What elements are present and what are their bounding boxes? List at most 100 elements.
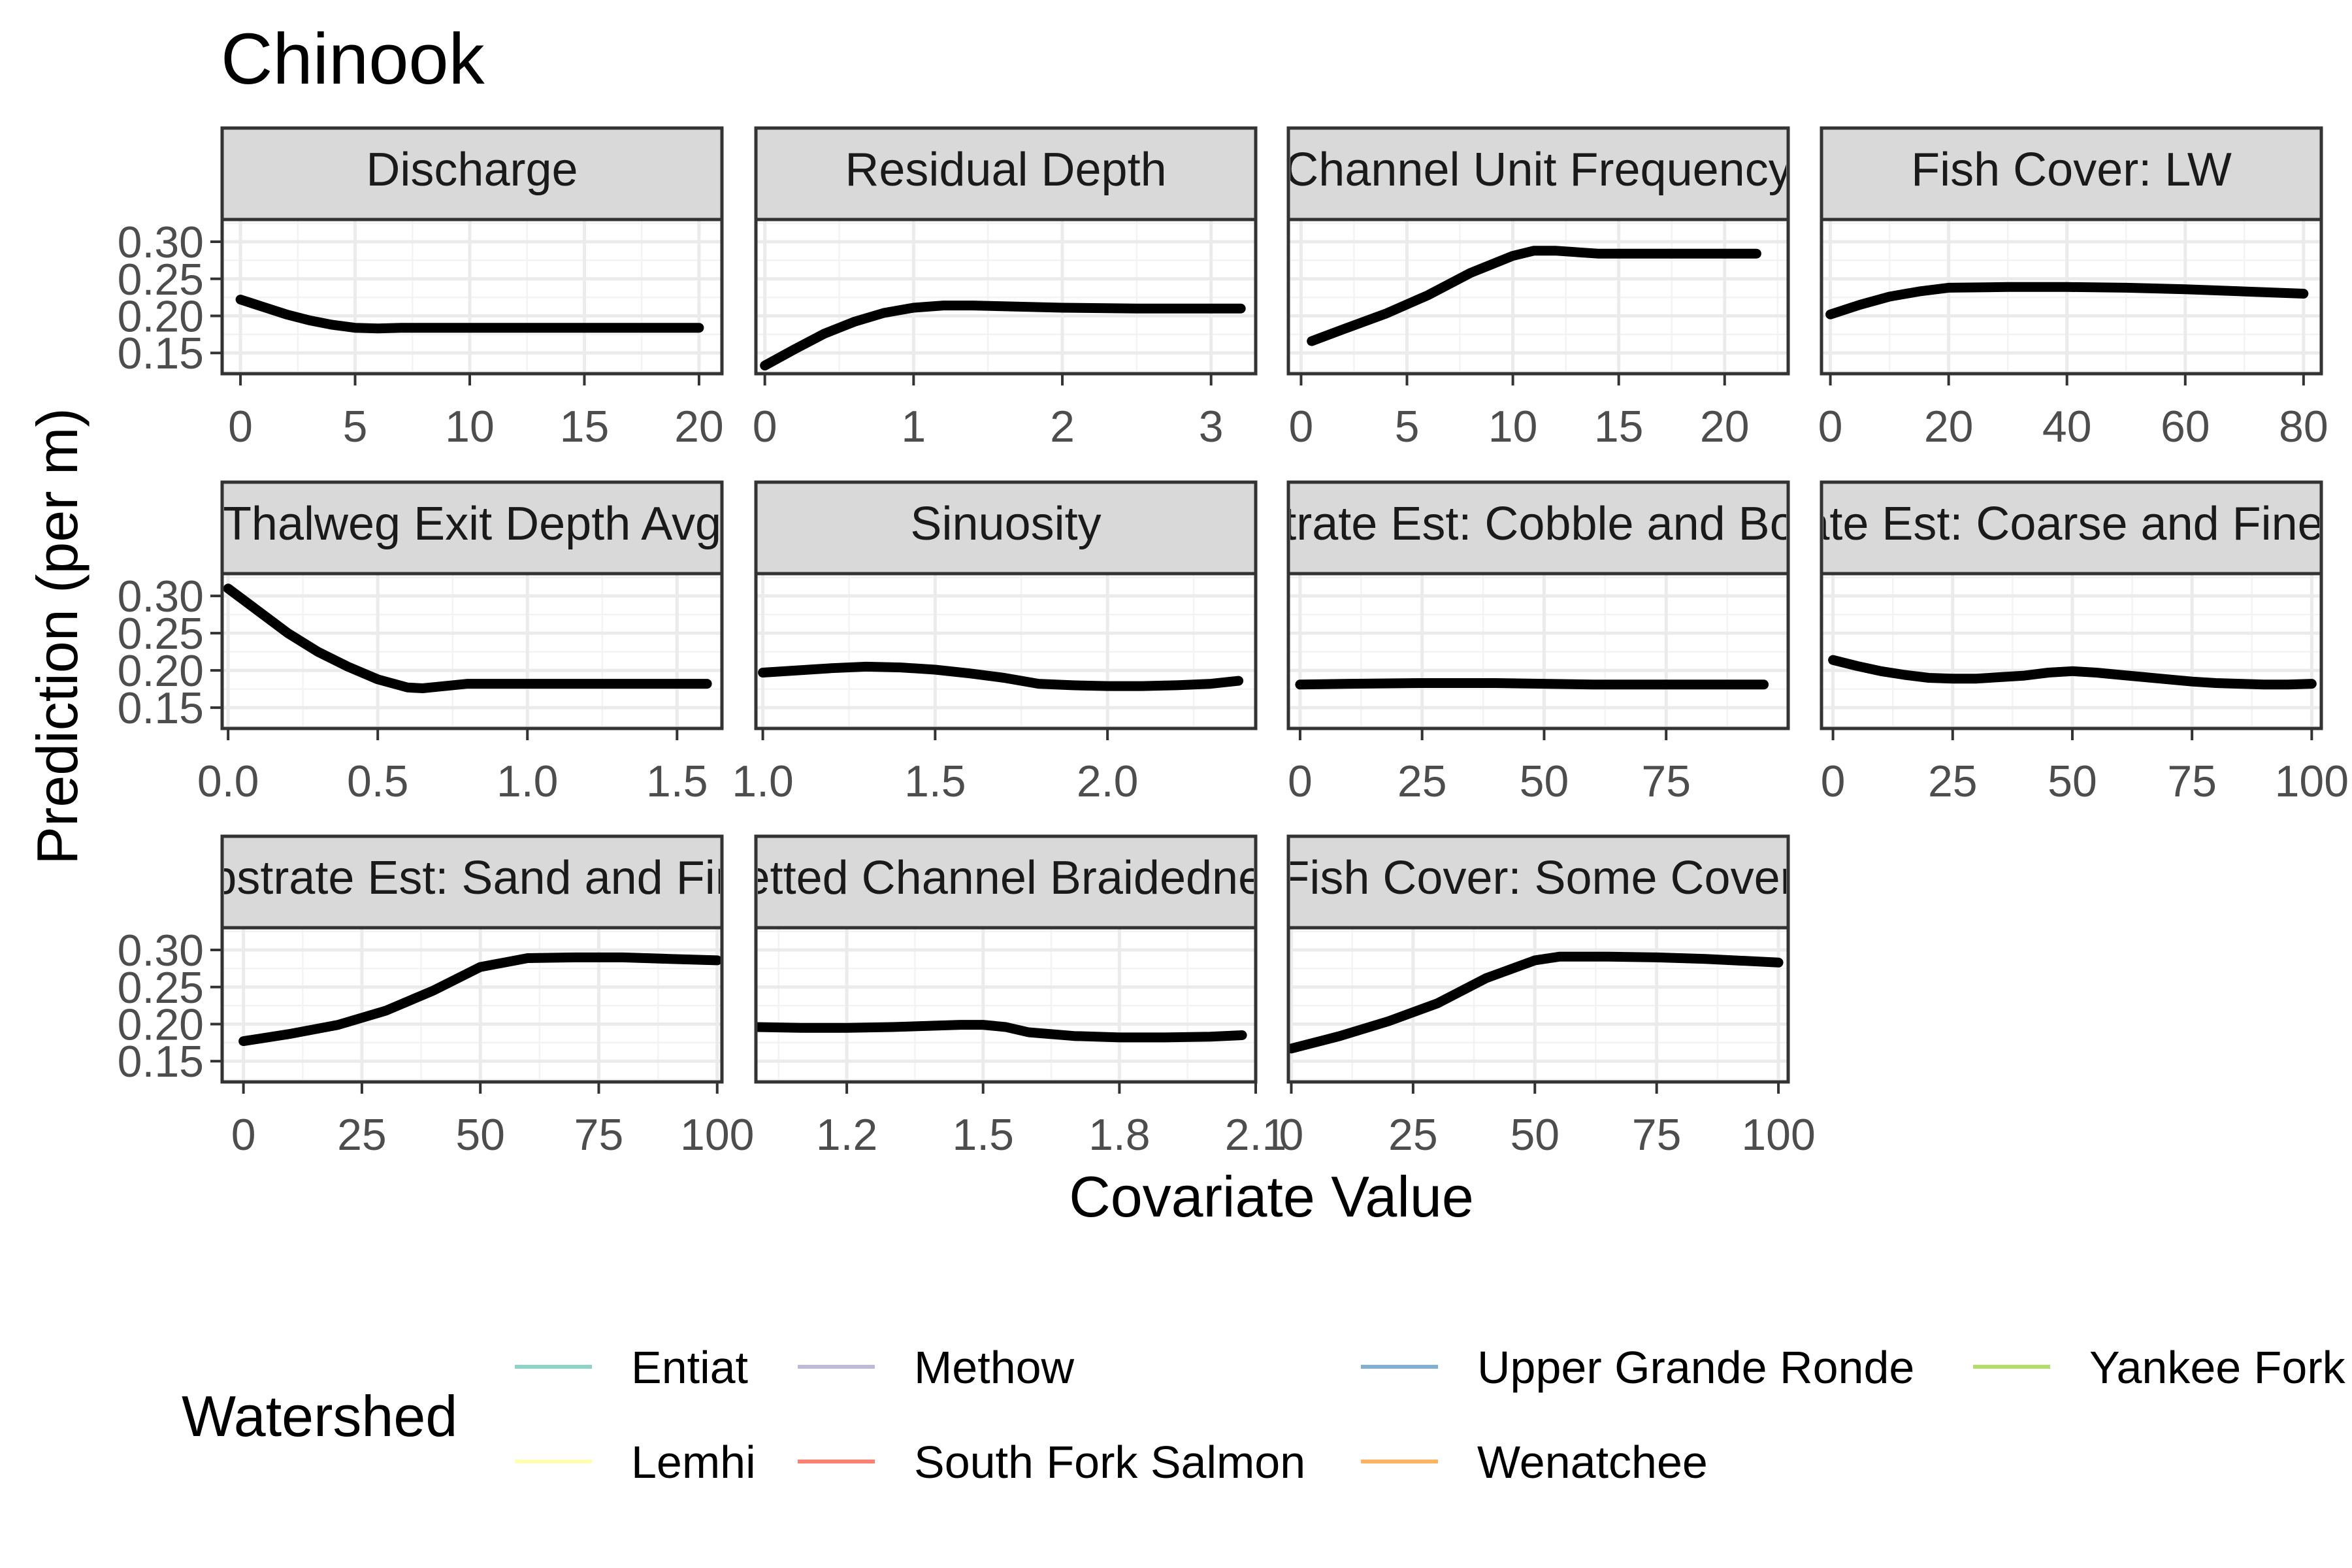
- x-tick-label: 1.5: [952, 1110, 1014, 1160]
- x-tick-label: 10: [1488, 402, 1538, 451]
- grid: [1288, 574, 1788, 728]
- grid: [222, 574, 722, 728]
- x-tick-label: 15: [1594, 402, 1644, 451]
- x-tick-label: 0: [1279, 1110, 1304, 1160]
- legend-item: South Fork Salmon: [798, 1437, 1305, 1488]
- facet-strip: [1286, 126, 1790, 221]
- facet-panel: Fish Cover: Some Cover 0 25 50 75 100: [1279, 834, 1816, 1160]
- x-tick-label: 100: [1741, 1110, 1815, 1160]
- facet-panel: Substrate Est: Sand and Fines 0 25 50 75 100 0…: [118, 834, 791, 1160]
- legend-item: Methow: [798, 1342, 1075, 1393]
- panel-border: [220, 218, 724, 376]
- x-tick-label: 25: [1397, 757, 1447, 806]
- x-tick-label: 25: [1928, 757, 1978, 806]
- x-tick-label: 75: [2167, 757, 2217, 806]
- legend-label: Yankee Fork: [2089, 1342, 2346, 1393]
- grid: [756, 574, 1256, 728]
- x-tick-label: 2.0: [1077, 757, 1139, 806]
- x-tick-label: 60: [2161, 402, 2210, 451]
- facet-label: Sinuosity: [910, 498, 1101, 550]
- x-tick-label: 0: [228, 402, 253, 451]
- facet-strip: [1286, 480, 1790, 576]
- grid: [1821, 574, 2321, 728]
- grid: [222, 928, 722, 1082]
- legend-item: Yankee Fork: [1973, 1342, 2346, 1393]
- x-tick-label: 0.5: [347, 757, 409, 806]
- facet-strip: [220, 126, 724, 221]
- chart-title: Chinook: [221, 19, 485, 99]
- legend-label: Lemhi: [631, 1437, 756, 1488]
- prediction-curve: [760, 301, 1246, 370]
- x-tick-label: 15: [560, 402, 610, 451]
- x-tick-label: 80: [2279, 402, 2328, 451]
- facet-panel: Residual Depth 0 1 2 3: [753, 126, 1258, 451]
- prediction-curve: [1825, 282, 2309, 319]
- facet-label: Wetted Channel Braidedness: [700, 852, 1311, 904]
- y-tick-label: 0.30: [118, 572, 204, 621]
- facet-strip: [754, 126, 1258, 221]
- y-tick-label: 0.30: [118, 926, 204, 975]
- legend-label: Methow: [914, 1342, 1075, 1393]
- facet-panel: Channel Unit Frequency 0 5 10 15 20: [1284, 126, 1791, 451]
- prediction-curve: [1828, 655, 2317, 690]
- facet-label: Channel Unit Frequency: [1284, 144, 1791, 196]
- y-axis-title: Prediction (per m): [25, 408, 90, 864]
- legend-title: Watershed: [182, 1384, 457, 1448]
- facet-panel: Wetted Channel Braidedness 1.2 1.5 1.8 2.1: [700, 834, 1311, 1160]
- facet-panel: Discharge 0 5 10 15 20 0.150.200.250.30: [118, 126, 724, 451]
- legend-label: Entiat: [631, 1342, 748, 1393]
- facet-strip: [1286, 834, 1790, 930]
- x-tick-label: 1.0: [497, 757, 559, 806]
- panel-border: [1286, 572, 1790, 730]
- facet-label: Substrate Est: Sand and Fines: [153, 852, 791, 904]
- x-tick-label: 0: [1288, 757, 1313, 806]
- y-tick-label: 0.20: [118, 292, 204, 342]
- facet-label: Substrate Est: Coarse and Fine Gravel: [1667, 498, 2352, 550]
- x-tick-label: 100: [2275, 757, 2349, 806]
- panel-border: [754, 926, 1258, 1084]
- x-tick-label: 1.0: [732, 757, 794, 806]
- y-tick-label: 0.15: [118, 329, 204, 378]
- x-tick-label: 1: [901, 402, 926, 451]
- x-tick-label: 1.5: [904, 757, 966, 806]
- facet-strip: [220, 834, 724, 930]
- facet-label: Thalweg Exit Depth Avg: [223, 498, 721, 550]
- prediction-curve: [758, 661, 1244, 691]
- x-tick-label: 25: [1388, 1110, 1438, 1160]
- x-tick-label: 2: [1050, 402, 1075, 451]
- x-tick-label: 75: [574, 1110, 624, 1160]
- facet-panel: Substrate Est: Coarse and Fine Gravel 0 25…: [1667, 480, 2352, 806]
- y-tick-label: 0.30: [118, 218, 204, 267]
- x-axis-title: Covariate Value: [1069, 1164, 1474, 1229]
- legend-item: Lemhi: [515, 1437, 756, 1488]
- panel-border: [1286, 218, 1790, 376]
- legend-item: Upper Grande Ronde: [1361, 1342, 1914, 1393]
- panel-border: [220, 926, 724, 1084]
- facet-strip: [754, 834, 1258, 930]
- panel-border: [1286, 926, 1790, 1084]
- x-tick-label: 5: [1395, 402, 1420, 451]
- prediction-curve: [235, 295, 704, 334]
- x-tick-label: 0: [753, 402, 777, 451]
- x-tick-label: 1.5: [646, 757, 708, 806]
- x-tick-label: 2.1: [1225, 1110, 1287, 1160]
- x-tick-label: 10: [445, 402, 495, 451]
- facet-label: Substrate Est: Cobble and Boulder: [1176, 498, 1901, 550]
- x-tick-label: 20: [1700, 402, 1750, 451]
- facet-label: Fish Cover: LW: [1911, 144, 2232, 196]
- x-tick-label: 1.2: [816, 1110, 878, 1160]
- x-tick-label: 50: [455, 1110, 505, 1160]
- prediction-curve: [223, 583, 712, 693]
- y-tick-label: 0.25: [118, 255, 204, 304]
- facet-strip: [754, 480, 1258, 576]
- x-tick-label: 3: [1199, 402, 1224, 451]
- x-tick-label: 25: [337, 1110, 387, 1160]
- x-tick-label: 50: [1520, 757, 1569, 806]
- facet-panel: Sinuosity 1.0 1.5 2.0: [732, 480, 1258, 806]
- legend-label: Wenatchee: [1477, 1437, 1708, 1488]
- legend-label: South Fork Salmon: [914, 1437, 1305, 1488]
- x-tick-label: 50: [2048, 757, 2097, 806]
- x-tick-label: 20: [1924, 402, 1974, 451]
- x-tick-label: 0: [1821, 757, 1846, 806]
